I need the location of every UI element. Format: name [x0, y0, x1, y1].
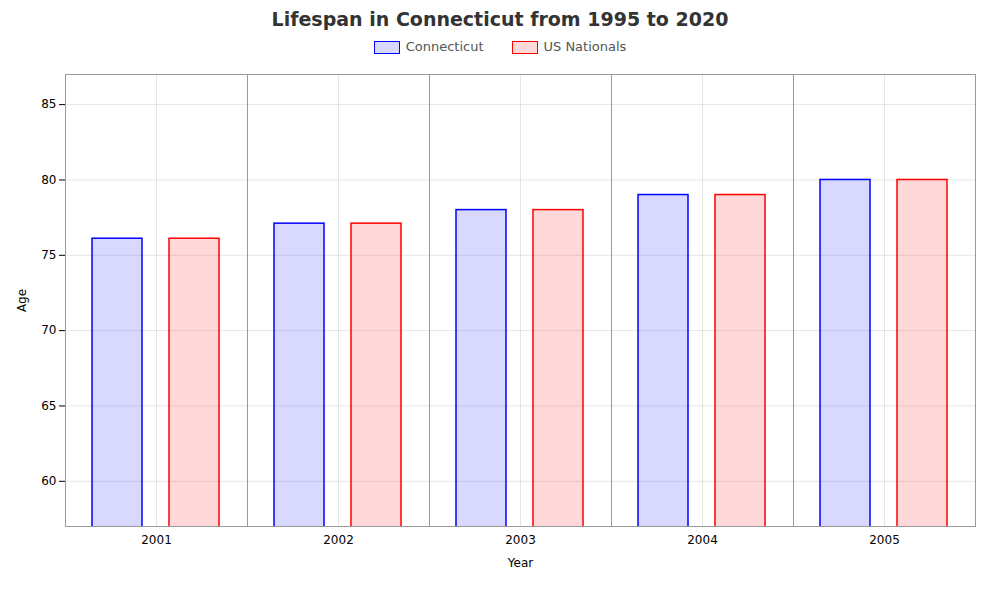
svg-text:65: 65 [41, 399, 56, 413]
svg-text:2005: 2005 [869, 533, 900, 547]
html-text:US Nationals: US Nationals [543, 38, 627, 54]
svg-text:60: 60 [41, 474, 56, 488]
svg-text:2002: 2002 [323, 533, 354, 547]
html-text:Lifespan in Connecticut from 1: Lifespan in Connecticut from 1995 to 202… [271, 8, 729, 30]
html-text:Connecticut: Connecticut [405, 38, 484, 54]
svg-text:2003: 2003 [505, 533, 536, 547]
svg-text:70: 70 [41, 323, 56, 337]
svg-text:2001: 2001 [141, 533, 172, 547]
svg-text:80: 80 [41, 173, 56, 187]
svg-text:85: 85 [41, 97, 56, 111]
svg-text:75: 75 [41, 248, 56, 262]
svg-text:Year: Year [507, 556, 533, 570]
svg-text:Age: Age [15, 289, 29, 312]
svg-text:2004: 2004 [687, 533, 718, 547]
